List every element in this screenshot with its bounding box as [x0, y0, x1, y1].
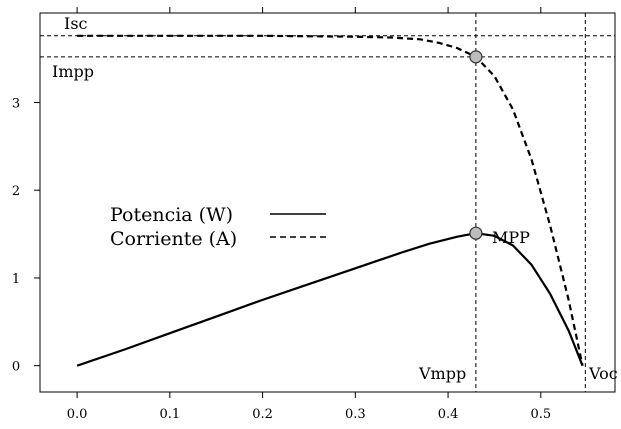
mpp-label: MPP: [492, 228, 530, 247]
y-tick-label: 3: [12, 96, 20, 111]
series-group: [76, 34, 584, 367]
legend-label-corriente: Corriente (A): [110, 228, 237, 250]
annotations: Isc Impp Vmpp Voc MPP: [52, 14, 618, 383]
x-tick-label: 0.2: [252, 407, 273, 422]
y-tick-label: 2: [12, 184, 20, 199]
series-line-potencia: [76, 232, 584, 367]
impp-label: Impp: [52, 62, 94, 81]
x-tick-label: 0.1: [159, 407, 180, 422]
x-axis: 0.0 0.1 0.2 0.3 0.4 0.5: [67, 7, 551, 422]
x-tick-label: 0.5: [530, 407, 551, 422]
reference-lines: [40, 13, 615, 392]
legend-label-potencia: Potencia (W): [110, 204, 233, 226]
plot-frame: [39, 12, 616, 393]
vmpp-label: Vmpp: [418, 364, 466, 383]
x-tick-label: 0.3: [345, 407, 366, 422]
y-tick-label: 1: [12, 272, 20, 287]
isc-label: Isc: [64, 14, 88, 33]
series-line-corriente: [77, 34, 584, 366]
legend: Potencia (W) Corriente (A): [110, 204, 326, 250]
x-tick-label: 0.4: [438, 407, 459, 422]
marker-group: [469, 50, 483, 240]
x-tick-label: 0.0: [67, 407, 88, 422]
voc-label: Voc: [588, 364, 618, 383]
y-axis: 0 1 2 3: [12, 96, 40, 375]
impp-marker: [469, 50, 483, 64]
mpp-marker: [469, 226, 483, 240]
y-tick-label: 0: [12, 360, 20, 375]
